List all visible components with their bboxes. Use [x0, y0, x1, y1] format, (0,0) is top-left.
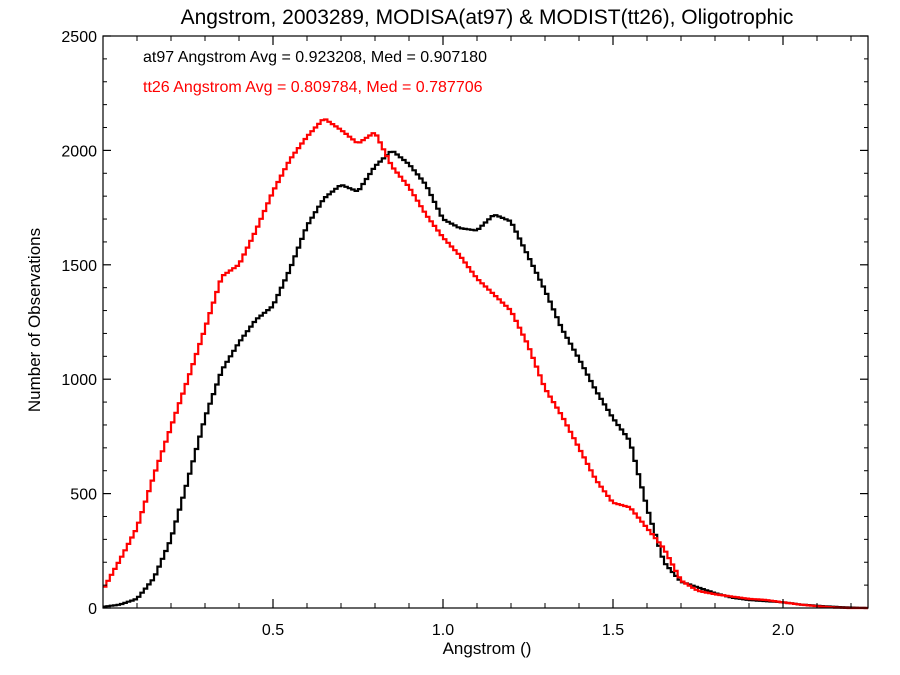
y-tick-label: 0 — [88, 601, 97, 618]
y-axis-title: Number of Observations — [25, 228, 44, 412]
x-tick-label: 1.0 — [432, 622, 454, 639]
x-tick-label: 1.5 — [602, 622, 624, 639]
ticks-layer: 0 500 1000 1500 2000 2500 0.5 1.0 1.5 2.0 — [61, 29, 868, 639]
y-tick-label: 2000 — [61, 143, 97, 160]
chart-title: Angstrom, 2003289, MODISA(at97) & MODIST… — [181, 6, 794, 29]
annotation-at97: at97 Angstrom Avg = 0.923208, Med = 0.90… — [143, 49, 487, 66]
x-tick-label: 0.5 — [262, 622, 284, 639]
plot-frame — [102, 35, 869, 609]
annotation-tt26: tt26 Angstrom Avg = 0.809784, Med = 0.78… — [143, 79, 483, 96]
y-tick-label: 1000 — [61, 372, 97, 389]
series-line-1 — [103, 118, 868, 610]
y-tick-label: 2500 — [61, 29, 97, 46]
y-tick-label: 1500 — [61, 258, 97, 275]
x-tick-label: 2.0 — [772, 622, 794, 639]
y-tick-label: 500 — [70, 487, 97, 504]
x-axis-title: Angstrom () — [443, 639, 532, 658]
series-layer — [103, 118, 868, 610]
